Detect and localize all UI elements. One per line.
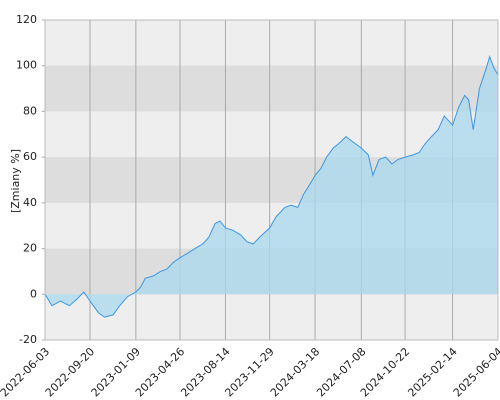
y-axis-label: [Zmiany %] [9, 149, 22, 213]
y-tick-label: 120 [16, 13, 37, 26]
y-tick-label: 100 [16, 59, 37, 72]
y-tick-label: -20 [19, 333, 37, 346]
y-tick-label: 20 [23, 242, 37, 255]
plot-border [44, 19, 499, 341]
grid-band [45, 65, 498, 112]
line [44, 55, 499, 318]
y-tick-label: 0 [30, 287, 37, 300]
y-tick-label: 80 [23, 104, 37, 117]
area [45, 56, 498, 318]
y-tick-label: 60 [23, 150, 37, 163]
y-tick-label: 40 [23, 196, 37, 209]
